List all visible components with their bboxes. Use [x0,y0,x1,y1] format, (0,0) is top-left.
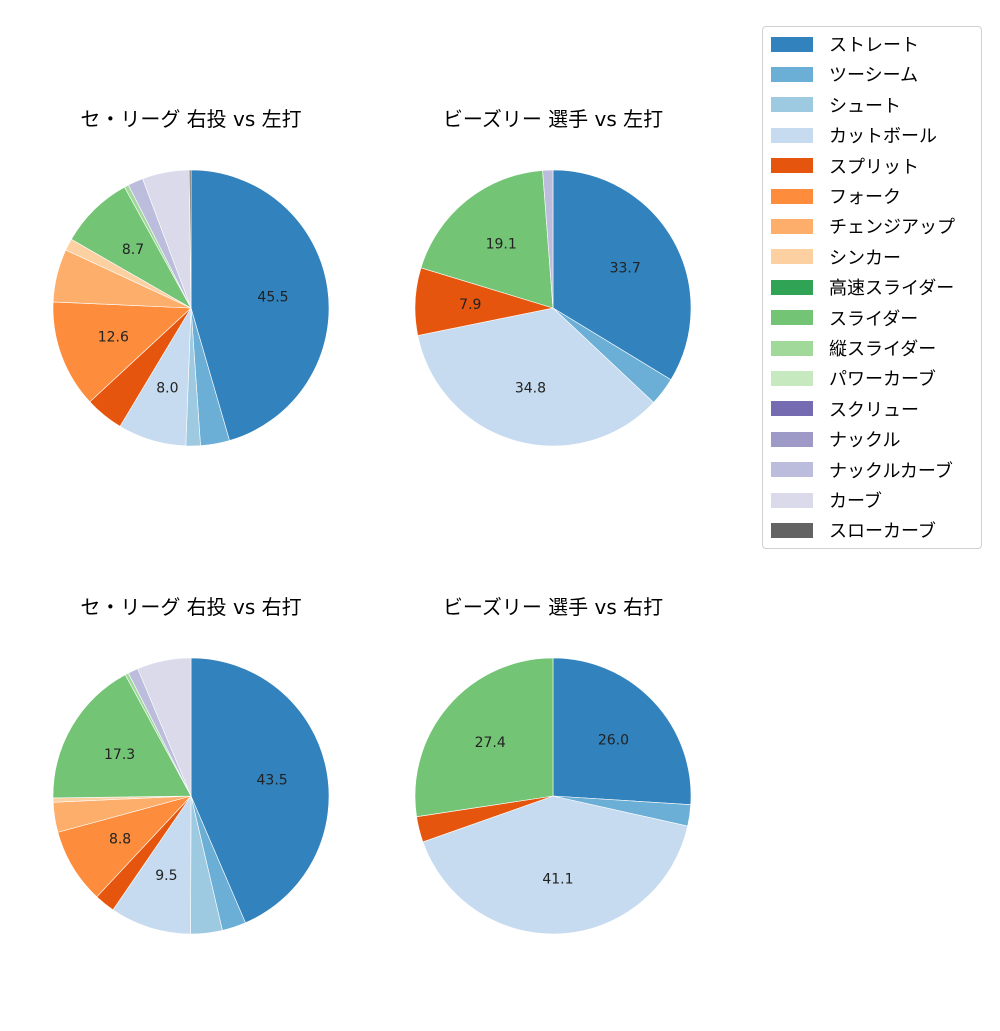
legend-item: 縦スライダー [771,336,936,360]
slice-value-label: 9.5 [155,868,177,884]
legend-item: パワーカーブ [771,366,936,390]
legend-item: スクリュー [771,397,919,421]
legend-item: スローカーブ [771,518,936,542]
legend-swatch [771,188,813,204]
legend-label: フォーク [829,187,901,208]
pie-panel: セ・リーグ 右投 vs 左打 45.5 8.0 12.6 8.7 [21,103,361,543]
legend-label: スクリュー [829,399,919,421]
legend-item: スライダー [771,306,918,330]
legend-item: 高速スライダー [771,275,954,299]
slice-value-label: 41.1 [542,872,573,888]
pie-slice [112,795,192,935]
legend-swatch [771,279,813,295]
legend-item: チェンジアップ [771,214,955,238]
legend-swatch [771,249,813,265]
legend-item: シンカー [771,245,901,269]
slice-value-label: 8.0 [156,380,178,396]
slice-value-label: 26.0 [598,732,629,748]
legend-item: ストレート [771,32,919,56]
legend-swatch [771,158,813,174]
legend-item: フォーク [771,184,901,208]
pie-slice [552,657,692,805]
legend-label: シュート [829,95,901,117]
legend-label: パワーカーブ [829,369,936,391]
slice-value-label: 8.8 [109,832,131,848]
legend-label: カーブ [829,491,882,512]
slice-value-label: 12.6 [98,330,129,346]
legend-item: ナックルカーブ [771,458,953,482]
legend-item: カーブ [771,488,882,512]
legend-label: スプリット [829,156,919,178]
pie-panel: ビーズリー 選手 vs 左打 33.7 34.8 7.9 19.1 [383,103,723,543]
slice-value-label: 8.7 [122,242,144,258]
pie-chart: 33.7 34.8 7.9 19.1 [414,169,692,447]
legend-label: 高速スライダー [829,278,955,300]
slice-value-label: 19.1 [486,236,517,252]
legend-swatch [771,492,813,508]
pie-slice [542,169,554,309]
legend-swatch [771,401,813,417]
legend-swatch [771,462,813,478]
legend-item: ナックル [771,427,900,451]
legend-item: ツーシーム [771,62,918,86]
pie-slice [420,170,554,309]
pie-chart: 26.0 41.1 27.4 [414,657,692,935]
legend-label: スローカーブ [829,521,936,543]
legend-swatch [771,97,813,113]
legend-label: ナックル [829,430,901,452]
legend-swatch [771,522,813,538]
pie-title: ビーズリー 選手 vs 左打 [442,107,664,131]
legend-item: シュート [771,93,901,117]
legend-label: シンカー [829,247,901,269]
pie-panel: ビーズリー 選手 vs 右打 26.0 41.1 27.4 [383,591,723,1031]
slice-value-label: 33.7 [610,260,641,276]
pie-slice [552,169,692,381]
pie-slice [137,657,192,797]
legend: ストレートツーシームシュートカットボール スプリットフォークチェンジアップ シンカー… [762,26,982,549]
pie-slice [52,301,192,403]
legend-label: チェンジアップ [829,217,955,239]
pie-slice [417,307,655,447]
legend-swatch [771,66,813,82]
legend-swatch [771,36,813,52]
pie-slice [190,169,330,441]
legend-label: ストレート [829,35,919,56]
pie-slice [188,169,192,309]
pie-title: ビーズリー 選手 vs 右打 [442,595,664,619]
pie-slice [414,657,554,818]
pie-slice [190,657,330,924]
legend-swatch [771,370,813,386]
slice-value-label: 43.5 [257,772,288,788]
pie-chart: 43.5 9.5 8.8 17.3 [52,657,330,935]
slice-value-label: 34.8 [515,381,546,397]
legend-item: カットボール [771,123,937,147]
legend-swatch [771,127,813,143]
pie-title: セ・リーグ 右投 vs 右打 [80,595,302,619]
legend-label: ツーシーム [829,65,919,87]
legend-swatch [771,218,813,234]
legend-label: ナックルカーブ [829,460,953,482]
pie-slice [422,795,689,935]
legend-swatch [771,340,813,356]
legend-label: 縦スライダー [829,339,937,360]
slice-value-label: 45.5 [257,289,288,305]
legend-item: スプリット [771,154,919,178]
slice-value-label: 17.3 [104,747,135,763]
slice-value-label: 27.4 [475,735,506,751]
pie-title: セ・リーグ 右投 vs 左打 [80,107,302,131]
legend-label: カットボール [829,126,937,148]
slice-value-label: 7.9 [459,297,481,313]
pie-panel: セ・リーグ 右投 vs 右打 43.5 9.5 8.8 17.3 [21,591,361,1031]
pie-chart: 45.5 8.0 12.6 8.7 [52,169,330,447]
legend-swatch [771,310,813,326]
pie-slice [52,674,192,799]
legend-label: スライダー [829,308,919,330]
legend-swatch [771,431,813,447]
